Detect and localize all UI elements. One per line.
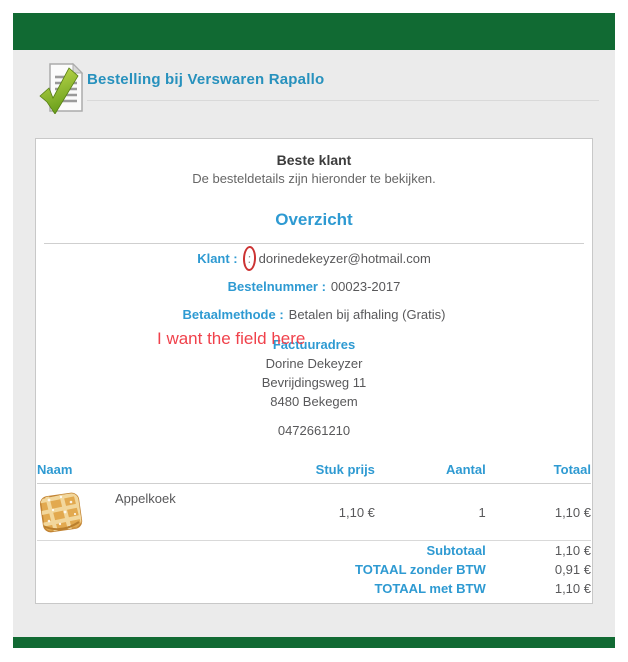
klant-label: Klant : <box>197 250 238 266</box>
betaalmethode-value: Betalen bij afhaling (Gratis) <box>288 306 446 322</box>
column-header-naam: Naam <box>37 450 248 484</box>
totaal-met-btw-label: TOTAAL met BTW <box>374 581 486 596</box>
order-table: Naam Stuk prijs Aantal Totaal <box>37 450 591 598</box>
totaal-met-btw-value: 1,10 € <box>554 581 591 596</box>
summary-row-subtotaal: Subtotaal 1,10 € <box>37 541 591 561</box>
subtotaal-value: 1,10 € <box>554 543 591 558</box>
product-total: 1,10 € <box>485 483 591 541</box>
title-divider <box>87 100 599 101</box>
totaal-zonder-btw-label: TOTAAL zonder BTW <box>355 562 486 577</box>
red-ellipse-annotation: : <box>242 245 257 271</box>
address-street: Bevrijdingsweg 11 <box>261 375 367 390</box>
column-header-stukprijs: Stuk prijs <box>247 450 375 484</box>
checkmark-icon <box>39 67 79 115</box>
totaal-zonder-btw-value: 0,91 € <box>554 562 591 577</box>
bestelnummer-value: 00023-2017 <box>330 278 401 294</box>
betaalmethode-label: Betaalmethode : <box>182 306 284 322</box>
invoice-address-heading: Factuuradres <box>272 337 356 352</box>
page-title: Bestelling bij Verswaren Rapallo <box>87 71 325 88</box>
product-unit-price: 1,10 € <box>247 483 375 541</box>
bestelnummer-label: Bestelnummer : <box>227 278 326 294</box>
column-header-aantal: Aantal <box>374 450 486 484</box>
summary-row-totaal-zonder-btw: TOTAAL zonder BTW 0,91 € <box>37 560 591 579</box>
table-header-row: Naam Stuk prijs Aantal Totaal <box>37 450 591 484</box>
column-header-totaal: Totaal <box>485 450 591 484</box>
address-name: Dorine Dekeyzer <box>265 356 363 371</box>
product-name: Appelkoek <box>115 491 176 506</box>
bottom-green-bar <box>13 637 615 648</box>
subtotaal-label: Subtotaal <box>426 543 486 558</box>
table-row: Appelkoek 1,10 € 1 1,10 € <box>37 483 591 541</box>
top-green-bar <box>13 13 615 50</box>
page-frame: Bestelling bij Verswaren Rapallo I want … <box>13 13 615 648</box>
greeting-heading: Beste klant <box>276 152 352 168</box>
field-row-betaalmethode: Betaalmethode : Betalen bij afhaling (Gr… <box>36 300 592 328</box>
summary-row-totaal-met-btw: TOTAAL met BTW 1,10 € <box>37 579 592 598</box>
appelkoek-image <box>39 492 83 533</box>
field-row-klant: Klant : : dorinedekeyzer@hotmail.com <box>36 244 592 272</box>
invoice-address-block: Dorine Dekeyzer Bevrijdingsweg 11 8480 B… <box>36 354 592 411</box>
product-quantity: 1 <box>374 483 486 541</box>
overview-divider <box>44 243 584 244</box>
phone-number: 0472661210 <box>277 423 351 438</box>
order-document-icon <box>38 62 86 115</box>
overview-heading: Overzicht <box>275 210 353 229</box>
order-details-card: I want the field here Beste klant De bes… <box>35 138 593 604</box>
field-row-bestelnummer: Bestelnummer : 00023-2017 <box>36 272 592 300</box>
annotation-text: I want the field here <box>157 329 306 348</box>
address-city: 8480 Bekegem <box>270 394 358 409</box>
klant-value: dorinedekeyzer@hotmail.com <box>258 250 431 266</box>
email-body-background: Bestelling bij Verswaren Rapallo I want … <box>13 50 615 637</box>
greeting-subtext: De besteldetails zijn hieronder te bekij… <box>192 171 436 186</box>
